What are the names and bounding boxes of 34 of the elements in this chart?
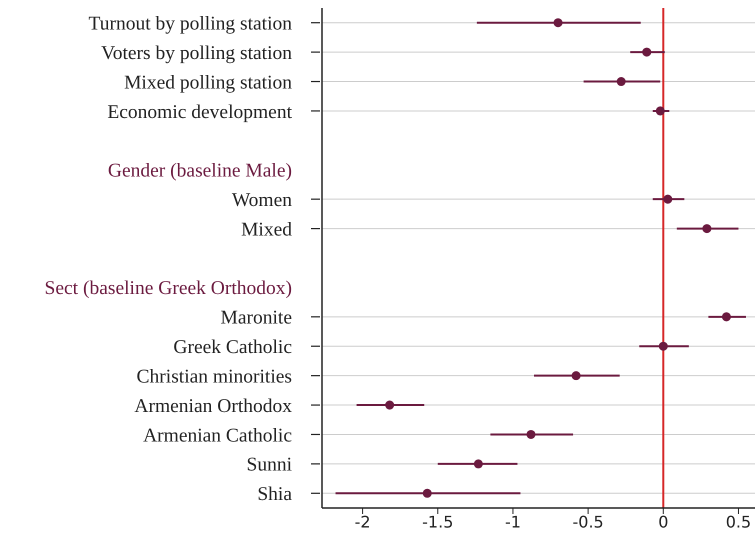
y-tick-label: Mixed	[241, 219, 292, 240]
point	[722, 312, 731, 322]
y-tick-label: Voters by polling station	[101, 42, 292, 64]
x-tick-label: -1.5	[422, 512, 454, 532]
y-tick-label: Turnout by polling station	[88, 14, 292, 35]
x-tick-label: -2	[354, 512, 371, 532]
y-tick-label: Economic development	[107, 102, 293, 123]
point	[616, 77, 626, 86]
y-tick-label: Women	[232, 190, 292, 211]
y-tick-label: Armenian Orthodox	[134, 396, 292, 417]
y-tick-label: Shia	[257, 484, 292, 506]
y-tick-label: Christian minorities	[136, 366, 292, 388]
x-tick-label: -0.5	[572, 512, 604, 532]
y-tick-label: Greek Catholic	[173, 337, 292, 358]
x-tick-label: -1	[504, 512, 521, 532]
point	[572, 371, 581, 380]
point	[385, 400, 394, 410]
point	[642, 48, 652, 57]
point	[554, 18, 563, 28]
y-tick-label: Maronite	[220, 308, 292, 329]
point	[422, 488, 432, 498]
y-tick-label: Sunni	[246, 454, 293, 476]
point	[663, 194, 672, 204]
x-tick-label: 0	[658, 512, 668, 532]
point	[526, 430, 536, 439]
y-tick-label: Sect (baseline Greek Orthodox)	[44, 278, 292, 300]
point	[656, 106, 665, 116]
y-tick-label: Gender (baseline Male)	[108, 160, 292, 182]
point	[474, 459, 483, 468]
point	[702, 224, 712, 234]
y-tick-label: Mixed polling station	[124, 72, 292, 94]
point	[658, 342, 668, 351]
x-tick-label: 0.5	[726, 512, 752, 532]
y-tick-label: Armenian Catholic	[143, 425, 292, 446]
